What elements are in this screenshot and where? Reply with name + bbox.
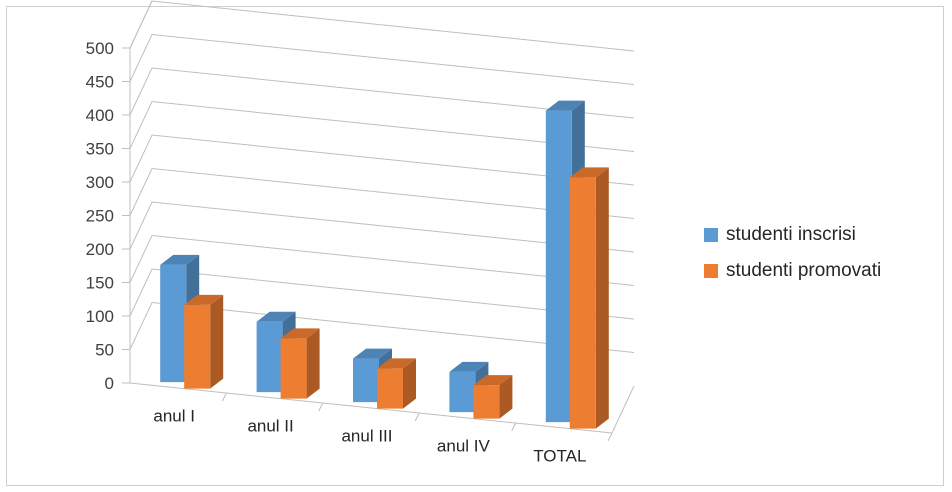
x-axis-category-labels: anul I anul II anul III anul IV TOTAL (153, 392, 613, 466)
x-category-label: anul IV (437, 437, 491, 456)
legend-item-inscrisi: studenti inscrisi (704, 220, 881, 250)
y-tick-label: 450 (86, 73, 114, 92)
bar-promovati (473, 375, 513, 419)
legend-item-promovati: studenti promovati (704, 256, 881, 286)
bar-front-face (256, 321, 283, 393)
gridlines (122, 0, 635, 384)
gridline (129, 301, 635, 353)
y-tick-label: 200 (86, 240, 114, 259)
y-axis-tick-labels: 0 50 100 150 200 250 300 350 400 450 500 (86, 39, 114, 393)
legend-label-inscrisi: studenti inscrisi (726, 224, 856, 245)
x-tick-mark (414, 412, 420, 422)
legend-swatch-promovati (704, 264, 718, 278)
bar-side-face (403, 358, 416, 409)
bar-top-face (256, 311, 296, 322)
bar-front-face (473, 385, 500, 419)
bar-front-face (353, 358, 379, 403)
gridline (129, 268, 635, 320)
x-category-label: anul I (153, 407, 195, 426)
gridline (129, 134, 635, 186)
x-tick-mark (318, 402, 324, 412)
x-axis-floor-line (129, 382, 613, 434)
gridline (129, 201, 635, 253)
bar-front-face (545, 110, 572, 423)
x-tick-mark (607, 432, 613, 442)
gridline (129, 0, 635, 52)
x-category-label: anul II (247, 417, 293, 436)
x-category-label: anul III (341, 427, 392, 446)
bar-side-face (499, 375, 513, 419)
gridline (129, 67, 635, 119)
bar-top-face (449, 361, 489, 372)
bar-promovati (377, 358, 416, 409)
bar-front-face (184, 304, 211, 389)
bar-top-face (160, 254, 200, 265)
y-tick-label: 0 (105, 374, 114, 393)
bar-front-face (280, 338, 307, 399)
x-category-label: TOTAL (533, 447, 586, 466)
y-tick-label: 150 (86, 274, 114, 293)
x-tick-mark (511, 422, 517, 432)
bar-top-face (569, 167, 609, 178)
bar-top-face (353, 348, 392, 359)
gridline (129, 100, 635, 152)
floor-right-edge (611, 385, 635, 434)
bar-front-face (569, 177, 596, 429)
gridline (129, 33, 635, 85)
y-tick-label: 350 (86, 140, 114, 159)
gridline (129, 234, 635, 286)
bar-top-face (280, 328, 320, 339)
bar-side-face (595, 167, 609, 429)
bar-top-face (545, 100, 585, 111)
legend: studenti inscrisi studenti promovati (704, 220, 881, 292)
bar-promovati (569, 167, 609, 429)
y-tick-label: 300 (86, 173, 114, 192)
bars (160, 100, 609, 429)
bar-front-face (160, 264, 187, 383)
bar-top-face (377, 358, 416, 369)
y-tick-label: 50 (95, 341, 114, 360)
y-tick-label: 500 (86, 39, 114, 58)
legend-swatch-inscrisi (704, 228, 718, 242)
bar-front-face (377, 368, 403, 409)
x-tick-mark (221, 392, 227, 402)
bar-promovati (184, 294, 224, 389)
bar-front-face (449, 371, 476, 413)
y-tick-label: 100 (86, 307, 114, 326)
bar-top-face (184, 294, 224, 305)
bar-promovati (280, 328, 320, 399)
bar-side-face (210, 294, 224, 389)
gridline (129, 167, 635, 219)
y-tick-label: 400 (86, 106, 114, 125)
y-tick-label: 250 (86, 207, 114, 226)
bar-top-face (473, 375, 513, 386)
legend-label-promovati: studenti promovati (726, 260, 882, 281)
bar-side-face (306, 328, 320, 399)
